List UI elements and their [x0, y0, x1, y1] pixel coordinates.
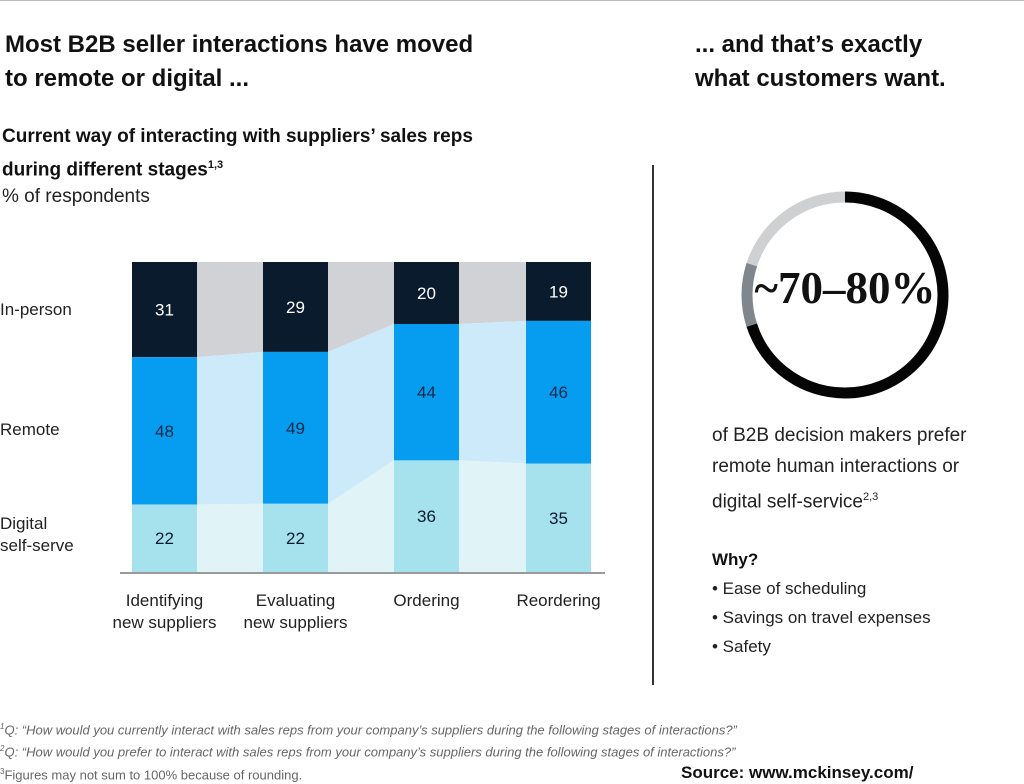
connector-band [328, 324, 394, 504]
left-heading-line: Most B2B seller interactions have moved [5, 31, 474, 58]
source-link[interactable]: Source: www.mckinsey.com/ [681, 763, 914, 782]
description-line: of B2B decision makers prefer [712, 425, 967, 446]
description-footnote-ref: 2,3 [863, 491, 879, 503]
chart-title: Current way of interacting with supplier… [2, 122, 473, 184]
reason-item: • Ease of scheduling [712, 579, 867, 598]
bar-segment [526, 262, 591, 321]
row-label-line: self-serve [0, 536, 74, 555]
data-label: 35 [549, 509, 568, 528]
bar-segment [394, 324, 459, 461]
data-label: 20 [417, 284, 436, 303]
bar-segment [263, 262, 328, 352]
donut-range-arc [741, 191, 949, 399]
category-label-line: Identifying [125, 591, 204, 610]
data-label: 48 [155, 422, 174, 441]
row-label-digital: Digital self-serve [0, 513, 74, 557]
reason-item: • Safety [712, 637, 771, 656]
connector-band [328, 460, 394, 572]
category-label-line: new suppliers [243, 613, 348, 632]
connector-band [197, 503, 263, 572]
connector-bands [197, 262, 526, 572]
right-heading-line: ... and that’s exactly [695, 31, 923, 58]
bar-segment [132, 262, 197, 358]
footnote-text: Q: “How would you prefer to interact wit… [4, 744, 736, 760]
bar-segment [263, 503, 328, 572]
bar-segment [526, 463, 591, 572]
donut-chart [741, 191, 949, 399]
connector-band [459, 460, 526, 572]
category-label-line: new suppliers [112, 613, 217, 632]
category-label-line: Ordering [393, 591, 460, 610]
description: of B2B decision makers prefer remote hum… [712, 420, 967, 517]
data-label: 36 [417, 507, 436, 526]
vertical-divider [652, 165, 654, 685]
data-labels: 31 48 22 29 49 22 20 44 36 19 46 35 [155, 282, 568, 548]
data-label: 31 [155, 301, 174, 320]
bars [132, 262, 591, 572]
row-label-remote: Remote [0, 420, 60, 439]
category-label-line: Reordering [516, 591, 601, 610]
data-label: 29 [286, 298, 305, 317]
connector-band [197, 351, 263, 505]
footnote-text: Figures may not sum to 100% because of r… [4, 766, 303, 782]
footnote-number: 2 [0, 744, 5, 754]
donut-value: ~70–80% [754, 263, 936, 313]
category-label: Reordering [489, 590, 629, 612]
footnote: 3Figures may not sum to 100% because of … [0, 762, 737, 784]
connector-band [197, 262, 263, 358]
reasons-list: • Ease of scheduling • Savings on travel… [712, 574, 931, 661]
chart-title-footnote-ref: 1,3 [207, 159, 224, 171]
category-label: Identifying new suppliers [95, 590, 235, 634]
data-label: 46 [549, 383, 568, 402]
right-heading: ... and that’s exactly what customers wa… [695, 28, 946, 96]
connector-band [328, 262, 394, 352]
footnote-number: 3 [0, 766, 5, 776]
data-label: 22 [286, 529, 305, 548]
chart-unit-label: % of respondents [2, 186, 150, 207]
bar-segment [132, 357, 197, 505]
category-label: Ordering [357, 590, 497, 612]
data-label: 19 [549, 282, 568, 301]
footnote-text: Q: “How would you currently interact wit… [4, 722, 737, 738]
description-line: remote human interactions or [712, 456, 960, 477]
data-label: 44 [417, 383, 436, 402]
row-label-line: Digital [0, 514, 48, 533]
stacked-bar-chart: 31 48 22 29 49 22 20 44 36 19 46 35 [120, 262, 605, 574]
left-heading: Most B2B seller interactions have moved … [5, 28, 473, 96]
data-label: 22 [155, 529, 174, 548]
connector-band [459, 262, 526, 324]
category-label-line: Evaluating [255, 591, 336, 610]
data-label: 49 [286, 419, 305, 438]
footnotes: 1Q: “How would you currently interact wi… [0, 717, 737, 784]
chart-title-line: during different stages [2, 159, 208, 181]
top-rule [0, 0, 1024, 1]
donut-rest-arc [741, 191, 949, 399]
chart-title-line: Current way of interacting with supplier… [2, 126, 473, 147]
footnote: 1Q: “How would you currently interact wi… [0, 717, 737, 739]
row-label-in-person: In-person [0, 300, 72, 319]
bar-segment [526, 320, 591, 464]
reason-item: • Savings on travel expenses [712, 608, 931, 627]
right-heading-line: what customers want. [695, 65, 946, 92]
connector-band [459, 320, 526, 464]
bar-segment [394, 460, 459, 572]
bar-segment [263, 351, 328, 504]
category-label: Evaluating new suppliers [226, 590, 366, 634]
bar-segment [394, 262, 459, 324]
bar-segment [132, 504, 197, 572]
why-heading: Why? [712, 550, 759, 569]
left-heading-line: to remote or digital ... [5, 65, 250, 92]
footnote-number: 1 [0, 722, 5, 731]
description-line: digital self-service [712, 491, 863, 513]
footnote: 2Q: “How would you prefer to interact wi… [0, 739, 737, 761]
